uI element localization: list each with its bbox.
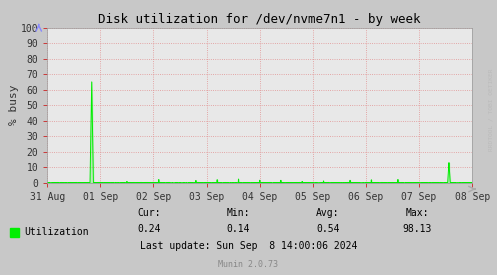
Y-axis label: % busy: % busy [9,85,19,125]
Text: 0.14: 0.14 [227,224,250,234]
Text: Utilization: Utilization [24,227,88,237]
Text: 0.54: 0.54 [316,224,340,234]
Text: Munin 2.0.73: Munin 2.0.73 [219,260,278,269]
Text: 98.13: 98.13 [403,224,432,234]
Text: Min:: Min: [227,208,250,218]
Text: Avg:: Avg: [316,208,340,218]
Title: Disk utilization for /dev/nvme7n1 - by week: Disk utilization for /dev/nvme7n1 - by w… [98,13,421,26]
Text: 0.24: 0.24 [137,224,161,234]
Text: Cur:: Cur: [137,208,161,218]
Text: Last update: Sun Sep  8 14:00:06 2024: Last update: Sun Sep 8 14:00:06 2024 [140,241,357,251]
Text: RRDTOOL / TOBI OETIKER: RRDTOOL / TOBI OETIKER [489,69,494,151]
Text: Max:: Max: [406,208,429,218]
